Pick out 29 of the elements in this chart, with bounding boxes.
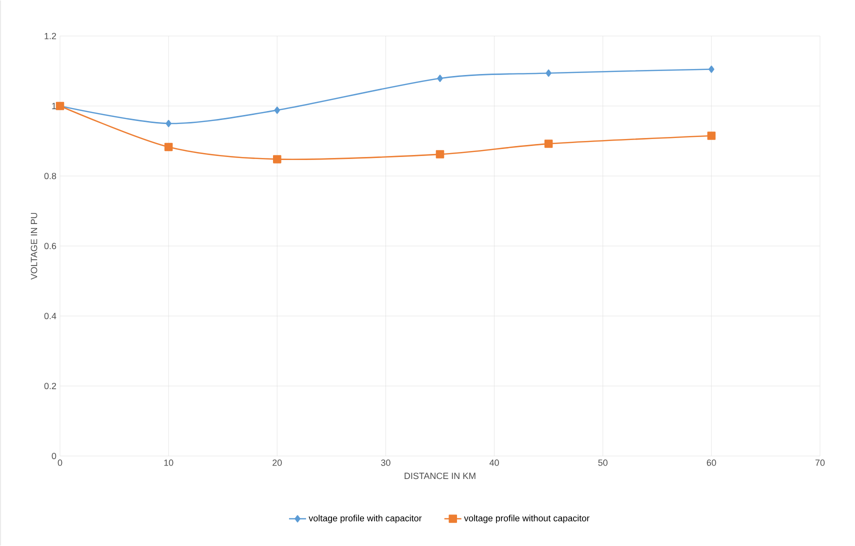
x-tick-label: 30 — [381, 460, 390, 466]
point — [273, 155, 282, 164]
point — [166, 120, 172, 128]
y-tick-label: 0.4 — [44, 312, 56, 320]
point — [708, 66, 714, 73]
x-tick-label: 0 — [58, 460, 62, 466]
y-tick-label: 1 — [52, 102, 56, 110]
point — [274, 106, 280, 114]
y-tick-label: 0.2 — [44, 382, 56, 390]
legend-label: voltage profile without capacitor — [464, 514, 590, 524]
x-tick-label: 50 — [598, 460, 608, 466]
point — [164, 142, 173, 152]
x-tick-label: 10 — [164, 460, 174, 466]
y-tick-label: 0 — [52, 452, 56, 460]
legend-label: voltage profile with capacitor — [308, 514, 422, 524]
y-axis-title: VOLTAGE IN PU — [30, 212, 38, 280]
y-tick-label: 1.2 — [44, 32, 56, 40]
x-tick-label: 60 — [706, 460, 716, 466]
point — [707, 132, 716, 140]
point — [437, 74, 443, 82]
point — [546, 69, 552, 77]
point — [436, 150, 444, 158]
y-tick-label: 0.8 — [44, 172, 56, 180]
x-tick-label: 20 — [272, 460, 282, 466]
point — [544, 140, 553, 148]
x-tick-label: 40 — [490, 460, 499, 466]
x-tick-label: 70 — [815, 460, 825, 466]
x-axis-title: DISTANCE IN KM — [404, 472, 476, 480]
y-tick-label: 0.6 — [44, 242, 56, 250]
